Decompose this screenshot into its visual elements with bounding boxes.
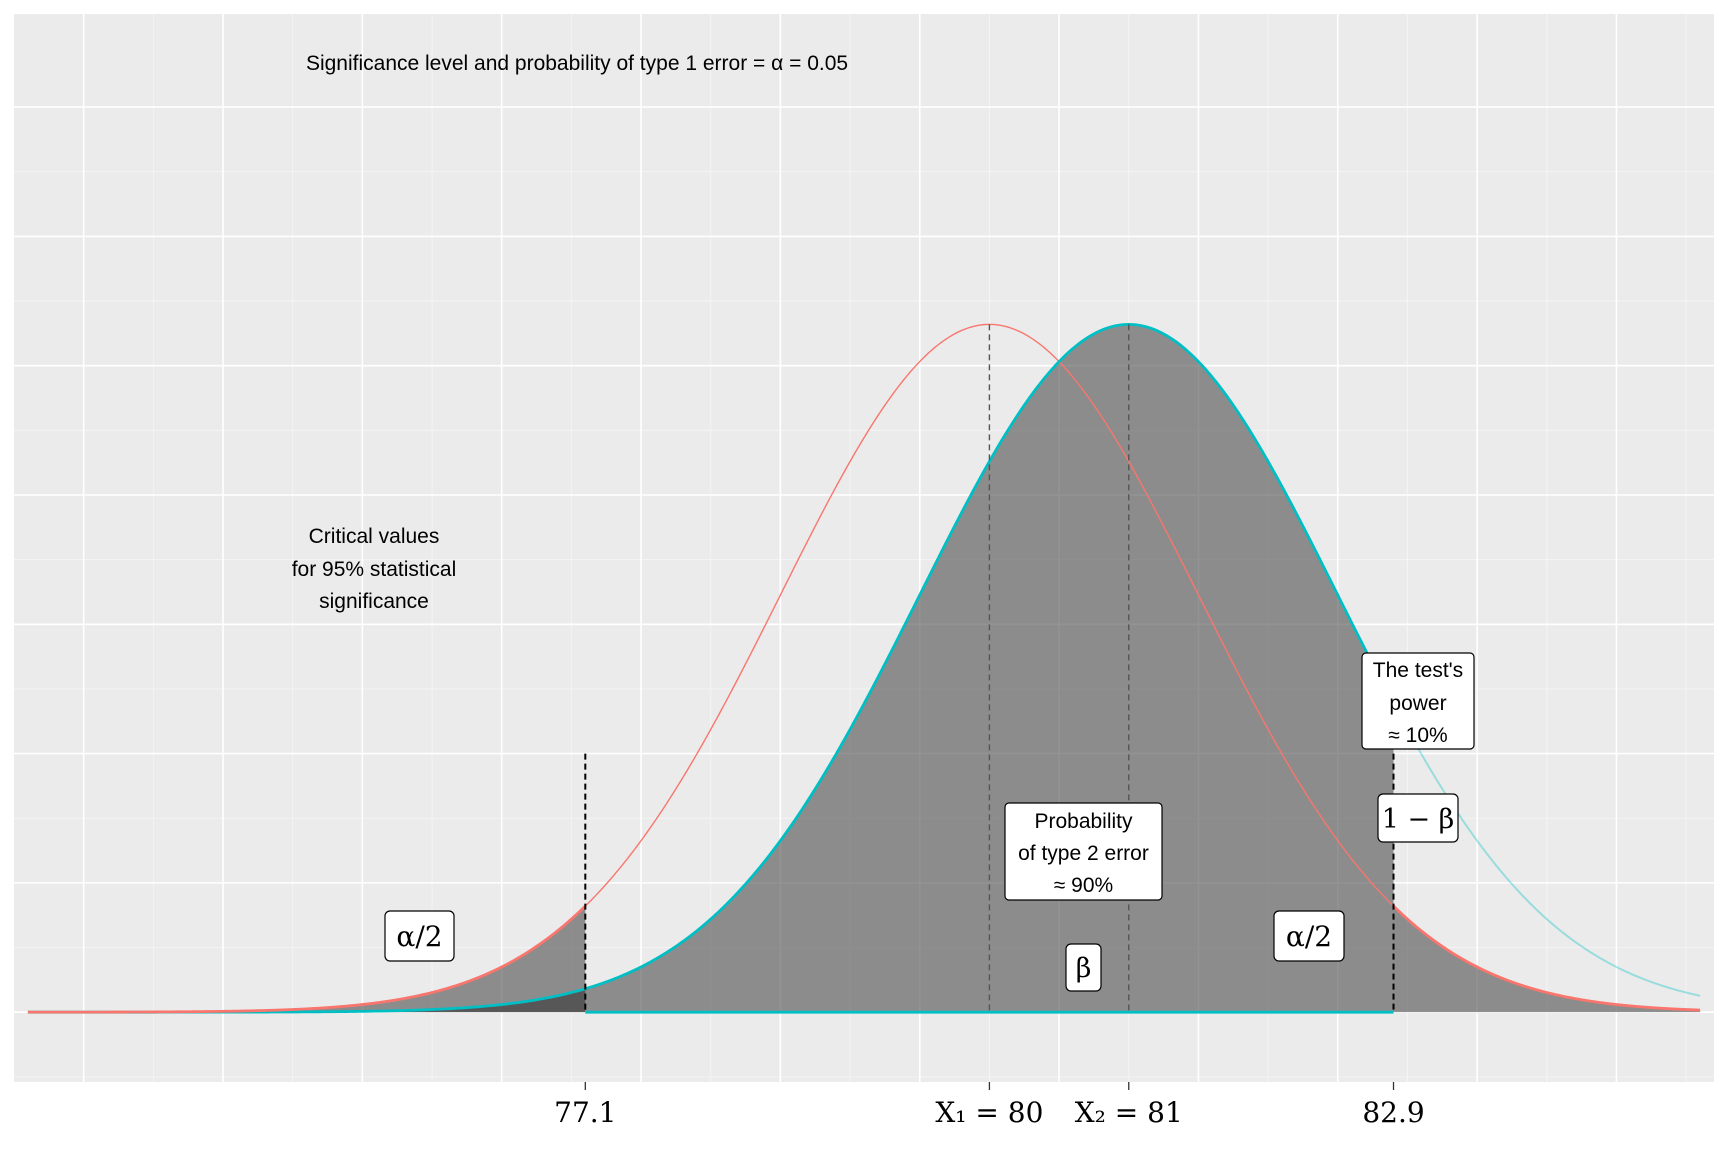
power-box: The test's power ≈ 10% — [1361, 652, 1475, 750]
curve-null-right-tail-edge — [1392, 905, 1701, 1012]
alpha-half-left-text: α/2 — [396, 920, 442, 953]
curve-null-left-tail-edge — [27, 905, 587, 1014]
type2-line-3: ≈ 90% — [1054, 874, 1113, 897]
density-curves — [27, 323, 1701, 1014]
power-line-2: power — [1389, 692, 1446, 715]
alpha-half-right-label: α/2 — [1273, 910, 1345, 962]
x-axis-ticks: 77.1 X₁ = 80 X₂ = 81 82.9 — [554, 1082, 1425, 1129]
type2-error-box: Probability of type 2 error ≈ 90% — [1004, 802, 1163, 901]
chart-title: Significance level and probability of ty… — [306, 52, 848, 75]
power-line-3: ≈ 10% — [1388, 724, 1447, 747]
critical-note-line-1: Critical values — [309, 525, 440, 548]
x-tick-label: 82.9 — [1362, 1096, 1424, 1129]
beta-label: β — [1065, 943, 1102, 992]
x-tick-label: X₁ = 80 — [935, 1096, 1043, 1129]
type2-line-1: Probability — [1034, 810, 1133, 833]
power-line-1: The test's — [1373, 659, 1463, 682]
area-power-left-tail — [27, 988, 586, 1013]
alpha-half-left-label: α/2 — [384, 910, 455, 962]
area-alpha-half-right — [1393, 906, 1701, 1013]
type2-line-2: of type 2 error — [1018, 842, 1149, 865]
alpha-half-right-text: α/2 — [1286, 920, 1332, 953]
one-minus-beta-text: 1 − β — [1382, 804, 1455, 835]
critical-note-line-2: for 95% statistical — [292, 558, 457, 581]
one-minus-beta-label: 1 − β — [1377, 793, 1459, 843]
x-tick-label: 77.1 — [554, 1096, 616, 1129]
x-tick-label: X₂ = 81 — [1075, 1096, 1183, 1129]
critical-note-line-3: significance — [319, 590, 429, 613]
beta-text: β — [1076, 953, 1092, 984]
